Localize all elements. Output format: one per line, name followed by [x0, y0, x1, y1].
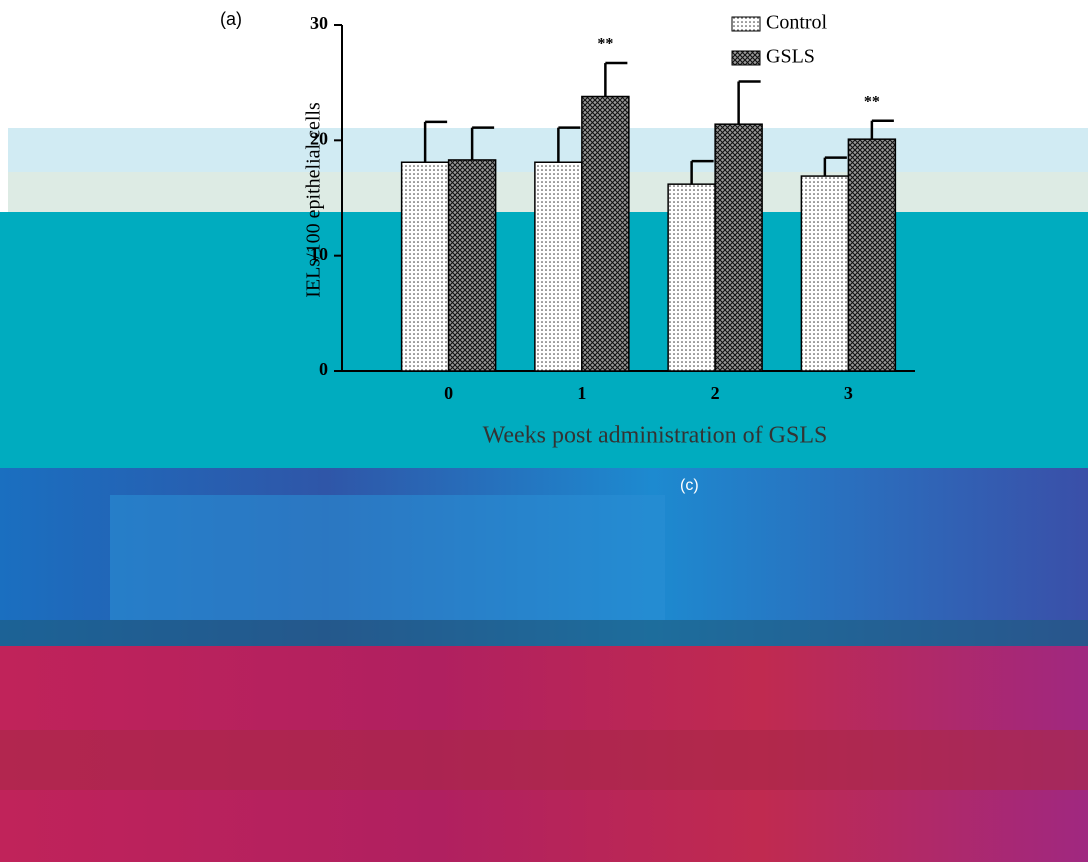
bar — [668, 184, 715, 371]
chart: (a) (c) Weeks post administration of GSL… — [0, 0, 1088, 862]
x-tick-label: 3 — [844, 383, 853, 403]
bar — [535, 162, 582, 371]
significance-label: ** — [597, 36, 613, 53]
legend-label: GSLS — [766, 46, 815, 68]
histology-image — [0, 620, 1088, 646]
y-tick-label: 0 — [319, 359, 328, 379]
bar — [402, 162, 449, 371]
panel-label: (a) — [220, 9, 242, 29]
significance-label: ** — [864, 93, 880, 110]
histology-image — [110, 495, 665, 620]
y-tick-label: 20 — [310, 128, 328, 148]
x-axis-label: Weeks post administration of GSLS — [483, 423, 828, 449]
legend-swatch — [732, 17, 760, 31]
bar — [801, 176, 848, 371]
legend-swatch — [732, 51, 760, 65]
bar — [715, 124, 762, 371]
x-tick-label: 0 — [444, 383, 453, 403]
x-tick-label: 1 — [577, 383, 586, 403]
legend-label: Control — [766, 12, 828, 34]
page: (a) (c) Weeks post administration of GSL… — [0, 0, 1088, 862]
bar — [848, 139, 895, 371]
bar — [449, 160, 496, 371]
panel-label: (c) — [680, 477, 699, 494]
x-tick-label: 2 — [711, 383, 720, 403]
y-tick-label: 30 — [310, 13, 328, 33]
bar — [582, 97, 629, 371]
y-tick-label: 10 — [310, 244, 328, 264]
histology-image — [0, 730, 1088, 790]
